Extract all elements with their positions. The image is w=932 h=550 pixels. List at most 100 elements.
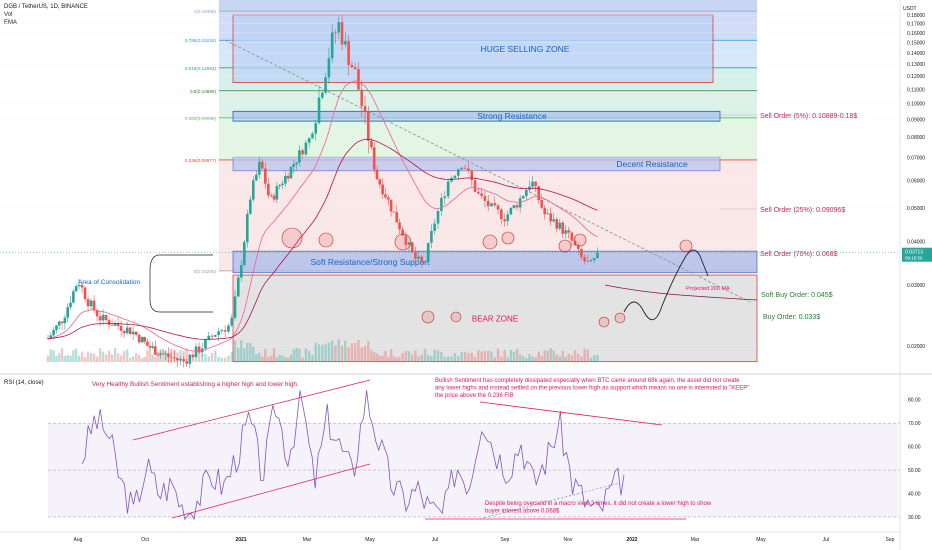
candle-body [407,242,411,245]
volume-bar [443,356,446,362]
candle-body [207,335,211,340]
candle-body [188,354,192,364]
candle-body [143,337,147,342]
candle-body [148,345,152,348]
volume-bar [404,351,408,362]
zone-box-0 [232,14,714,83]
volume-bar [350,343,354,362]
candle-body [512,205,516,208]
candle-body [555,219,559,229]
volume-bar [430,355,433,362]
volume-bar [433,349,436,362]
candle-body [347,41,350,65]
candle-body [486,200,490,207]
candle-body [324,77,327,93]
rsi-dashed-line [479,482,621,520]
highlight-circle [318,232,334,248]
volume-bar [490,351,493,362]
time-tick-label: May [365,537,375,543]
candle-body [540,200,544,208]
volume-bar [77,355,81,362]
time-tick-label: May [756,537,766,543]
last-price-tag[interactable] [902,247,932,262]
volume-bar [240,340,243,362]
candle-body [543,207,547,215]
volume-bar [477,350,480,362]
volume-bar [261,356,264,362]
volume-bar [98,348,102,362]
volume-bar [360,347,363,362]
volume-bar [378,355,382,362]
volume-bar [255,354,258,362]
volume-bar [292,349,295,362]
price-tick-label: 0.06000 [907,178,925,184]
candle-body [460,167,463,170]
volume-bar [463,351,467,362]
candle-body [398,222,401,230]
volume-bar [270,355,273,362]
candle-body [503,219,506,222]
price-annotation-1: Sell Order (25%): 0.09096$ [760,207,845,214]
volume-bar [384,350,387,362]
candle-body [311,133,314,139]
candle-body [110,324,114,326]
candle-body [433,223,436,231]
zone-label-0: HUGE SELLING ZONE [481,44,570,54]
candle-body [344,41,347,45]
candle-body [401,229,404,236]
volume-bar [86,351,90,362]
candle-body [233,296,237,318]
volume-bar [267,357,270,362]
candle-body [182,359,185,362]
volume-bar [596,354,599,362]
volume-bar [586,349,590,362]
volume-bar [104,354,108,362]
candle-body [255,174,258,181]
candle-body [92,300,96,311]
candle-body [46,338,50,340]
price-tick-label: 0.05000 [907,206,925,212]
volume-bar [317,344,321,362]
candle-body [392,211,396,213]
candle-body [275,186,279,200]
ema-fast-line [47,80,598,352]
volume-bar [580,356,583,362]
volume-bar [321,344,324,362]
volume-bar [509,349,513,362]
volume-bar [264,348,267,362]
volume-bar [522,356,525,362]
volume-bar [66,355,69,362]
volume-bar [534,357,537,362]
symbol-title: DGB / TetherUS, 1D, BINANCE [4,4,88,10]
volume-bar [154,357,157,362]
candle-body [66,307,70,318]
volume-bar [188,356,192,362]
volume-bar [249,342,252,362]
time-tick-label: Nov [564,537,573,543]
highlight-circle [501,231,515,245]
candle-body [417,256,420,259]
volume-bar [164,351,167,362]
volume-bar [330,340,334,362]
candle-body [98,316,102,321]
candle-body [179,359,182,361]
candle-body [493,203,497,206]
candle-body [395,212,399,223]
candle-body [327,58,331,78]
volume-bar [55,355,58,362]
ema-indicator-label[interactable]: EMA [4,20,18,26]
volume-bar [301,357,304,362]
volume-bar [246,342,249,362]
volume-bar [74,348,78,362]
candle-body [185,361,189,364]
volume-bar [387,357,390,362]
volume-bar [573,350,577,362]
candle-body [86,299,90,307]
fib-label: 0.618(0.12683) [185,66,217,71]
volume-bar [423,348,427,362]
candle-body [252,180,255,200]
candle-body [95,310,99,317]
time-tick-label: Oct [141,537,149,543]
volume-bar [46,355,50,362]
